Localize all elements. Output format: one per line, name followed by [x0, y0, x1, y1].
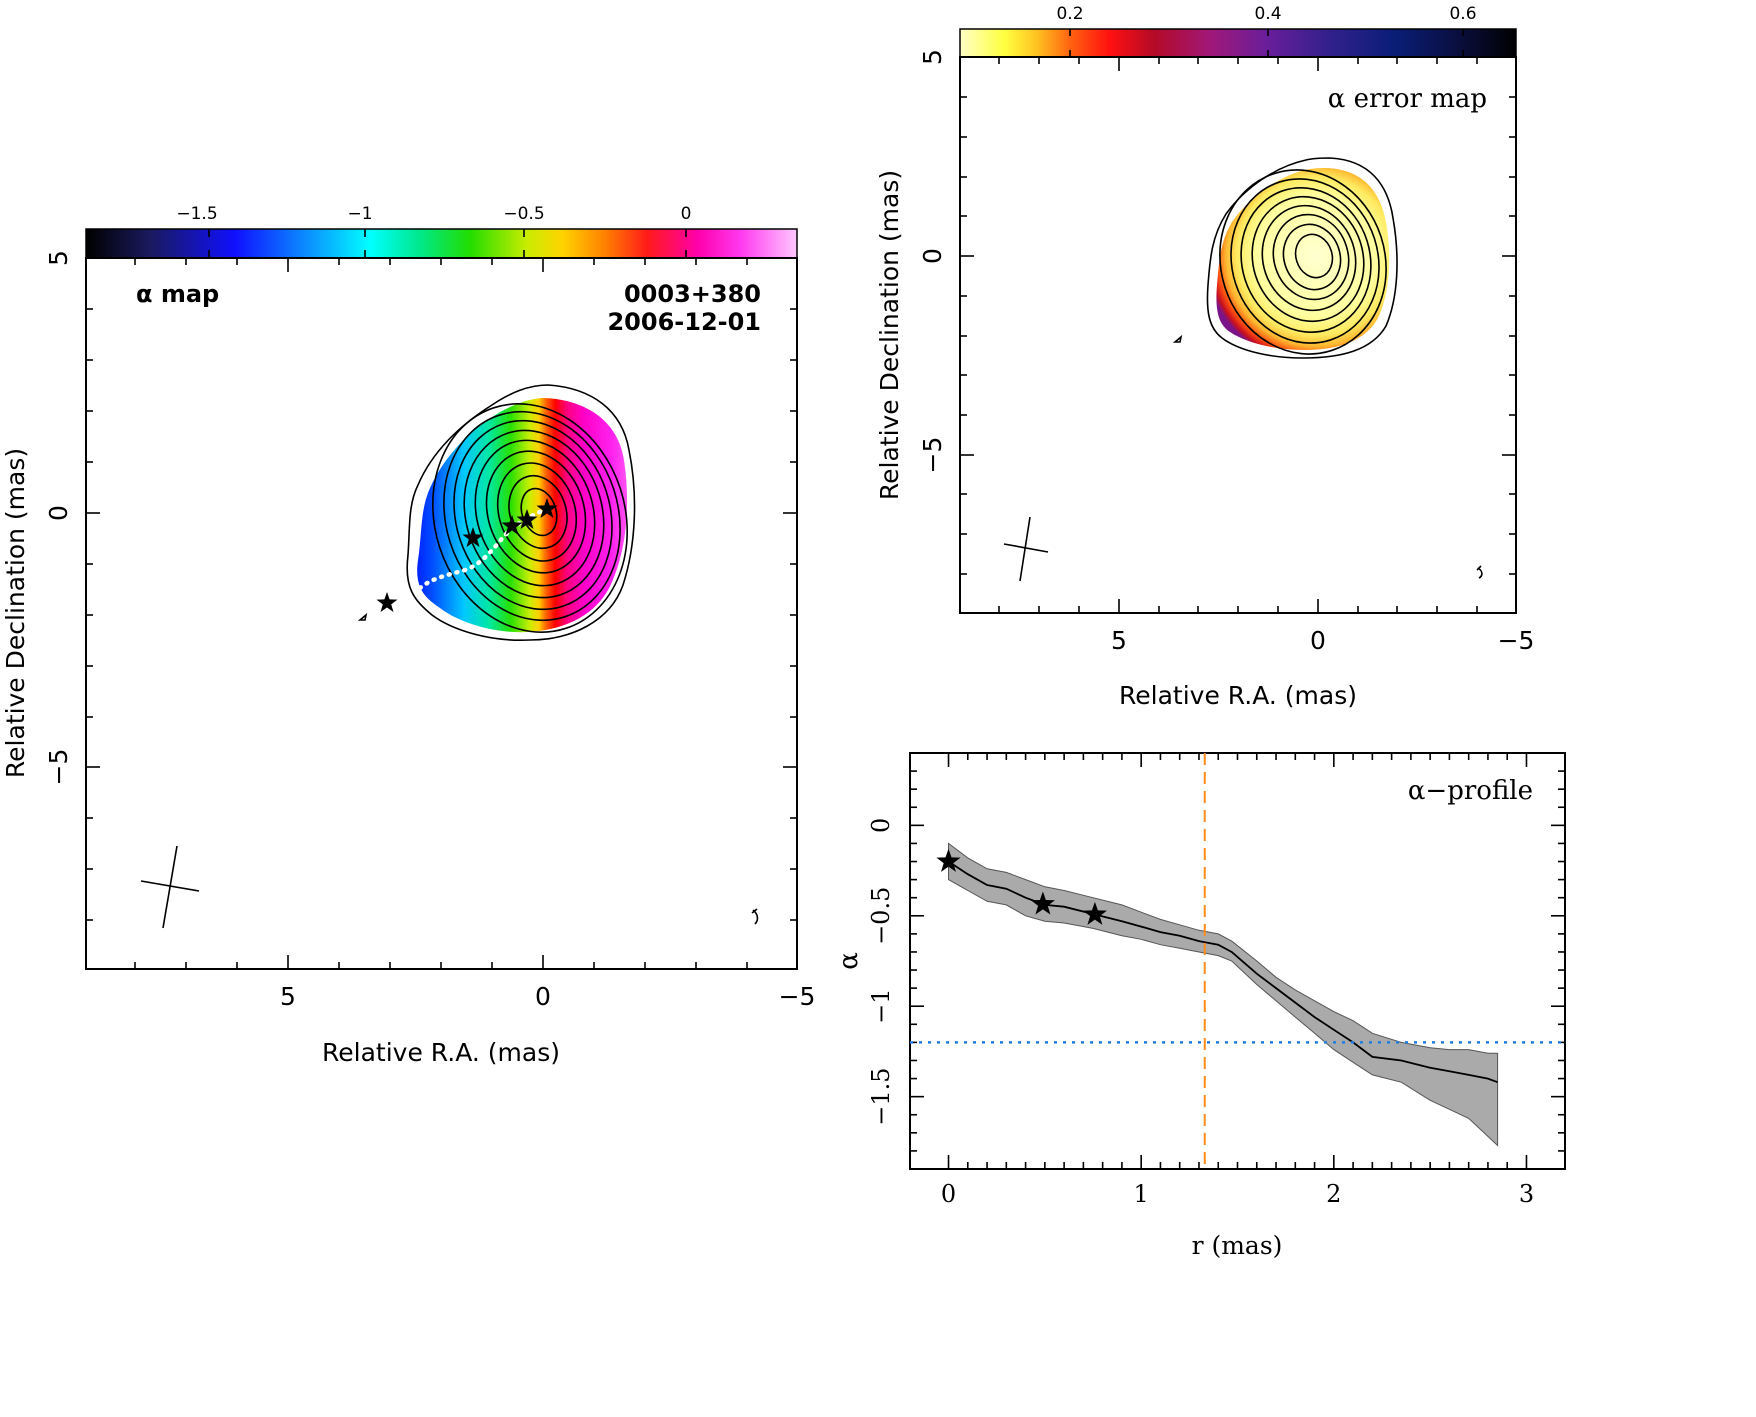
alpha-y-tick-label: 5 — [44, 250, 73, 266]
alpha-corner-mark — [751, 908, 759, 925]
error-corner-mark — [1476, 565, 1483, 579]
error-y-tick-label: 5 — [918, 49, 947, 65]
error-colorbar-tick-label: 0.2 — [1056, 4, 1083, 24]
profile-y-tick-label: −1.5 — [867, 1068, 895, 1126]
error-x-tick-label: 0 — [1310, 626, 1326, 655]
alpha-x-tick-label: 5 — [280, 982, 296, 1011]
alpha-plot-frame — [85, 257, 798, 970]
profile-x-tick-label: 2 — [1326, 1180, 1341, 1208]
error-y-axis-label: Relative Declination (mas) — [875, 170, 904, 500]
alpha-map-panel: −1.5 −1 −0.5 0 — [1, 204, 815, 1067]
alpha-axis-ticks — [86, 258, 798, 969]
error-contours — [1219, 169, 1387, 355]
error-y-tick-label: −5 — [918, 437, 947, 474]
alpha-x-tick-label: −5 — [779, 982, 816, 1011]
epoch-date: 2006-12-01 — [607, 308, 761, 336]
profile-y-tick-label: 0 — [867, 818, 895, 833]
alpha-ridge-line — [417, 504, 553, 591]
source-name: 0003+380 — [624, 280, 761, 308]
error-map-image — [1216, 168, 1390, 350]
alpha-x-axis-label: Relative R.A. (mas) — [322, 1038, 560, 1067]
profile-panel: α−profile 0 1 2 3 0 −0.5 −1 −1.5 r (mas)… — [834, 752, 1566, 1260]
alpha-colorbar-tick-label: −0.5 — [503, 204, 544, 224]
alpha-colorbar-tick-label: −1 — [347, 204, 372, 224]
error-map-panel: 0.2 0.4 0.6 α error map — [875, 4, 1534, 710]
error-small-component — [1172, 334, 1183, 343]
alpha-outer-contour — [406, 384, 636, 642]
alpha-colorbar-ticks — [208, 229, 687, 258]
profile-error-band — [948, 842, 1499, 1147]
alpha-y-tick-label: 0 — [44, 505, 73, 521]
error-colorbar-tick-label: 0.4 — [1254, 4, 1281, 24]
profile-x-tick-label: 3 — [1519, 1180, 1534, 1208]
alpha-x-tick-label: 0 — [535, 982, 551, 1011]
error-x-axis-label: Relative R.A. (mas) — [1119, 681, 1357, 710]
error-x-tick-label: 5 — [1111, 626, 1127, 655]
error-map-label: α error map — [1328, 84, 1487, 114]
profile-y-tick-label: −1 — [867, 989, 895, 1024]
alpha-map-label: α map — [136, 280, 219, 308]
alpha-small-component — [357, 612, 368, 621]
error-beam — [1003, 516, 1049, 582]
error-y-tick-label: 0 — [918, 248, 947, 264]
error-colorbar-tick-label: 0.6 — [1449, 4, 1476, 24]
alpha-colorbar — [85, 228, 798, 259]
profile-x-tick-label: 0 — [941, 1180, 956, 1208]
profile-axis-ticks — [910, 753, 1565, 1169]
error-colorbar — [959, 28, 1517, 58]
alpha-y-axis-label: Relative Declination (mas) — [1, 448, 30, 778]
alpha-y-tick-label: −5 — [44, 749, 73, 786]
error-axis-ticks — [960, 57, 1517, 613]
profile-x-tick-label: 1 — [1134, 1180, 1149, 1208]
profile-data-layer — [910, 753, 1565, 1169]
error-colorbar-ticks — [1069, 29, 1464, 57]
profile-x-axis-label: r (mas) — [1192, 1231, 1283, 1260]
alpha-colorbar-tick-label: 0 — [681, 204, 692, 224]
alpha-beam — [140, 845, 200, 929]
profile-y-axis-label: α — [834, 952, 864, 970]
profile-y-tick-label: −0.5 — [867, 887, 895, 945]
error-x-tick-label: −5 — [1498, 626, 1535, 655]
profile-label: α−profile — [1408, 776, 1533, 806]
alpha-colorbar-tick-label: −1.5 — [176, 204, 217, 224]
